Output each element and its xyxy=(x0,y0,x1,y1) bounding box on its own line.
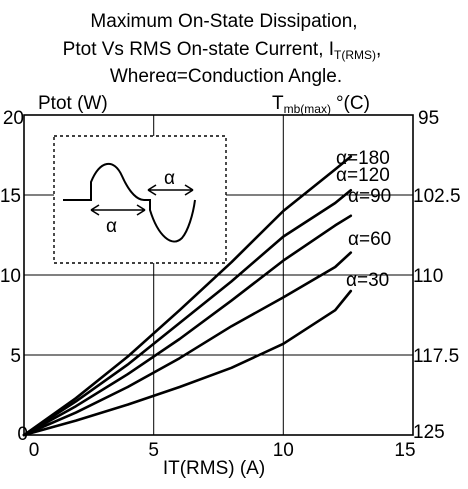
series-label-alpha-120: α=120 xyxy=(336,165,390,186)
y-tick-label-5: 5 xyxy=(10,346,21,367)
y2-tick-label-102-5: 102.5 xyxy=(413,186,461,207)
series-labels: α=180 α=120 α=90 α=60 α=30 xyxy=(336,148,391,291)
series-line-alpha-30 xyxy=(22,289,353,437)
y-tick-labels: 0 5 10 15 20 xyxy=(0,108,28,445)
x-tick-label-0: 0 xyxy=(29,440,40,461)
y-tick-label-10: 10 xyxy=(0,266,21,287)
y-tick-label-0: 0 xyxy=(17,424,28,445)
y2-axis-label-unit: °(C) xyxy=(336,93,370,114)
series-lines xyxy=(22,155,353,437)
y2-axis-label-main: T xyxy=(272,93,284,114)
y-tick-label-20: 20 xyxy=(3,108,24,129)
series-label-alpha-90: α=90 xyxy=(348,186,391,207)
chart-title-suffix: , xyxy=(376,39,381,60)
inset-waveform-diagram: α α xyxy=(53,135,227,264)
inset-waveform xyxy=(63,163,196,243)
chart-title-line-1: Maximum On-State Dissipation, xyxy=(90,11,357,32)
plot-frame xyxy=(23,114,414,436)
chart-title-subscript: T(RMS) xyxy=(334,48,376,62)
x-tick-label-10: 10 xyxy=(273,440,294,461)
x-axis-label: IT(RMS) (A) xyxy=(163,458,265,479)
series-line-alpha-60 xyxy=(22,251,353,437)
series-line-alpha-120 xyxy=(22,188,353,437)
x-tick-label-15: 15 xyxy=(394,440,415,461)
chart-title-line-2: Ptot Vs RMS On-state Current, IT(RMS), xyxy=(63,39,382,62)
inset-arrow-lower xyxy=(90,204,146,216)
y2-tick-label-117-5: 117.5 xyxy=(413,346,459,367)
series-label-alpha-180: α=180 xyxy=(336,148,390,169)
x-tick-labels: 0 5 10 15 xyxy=(29,440,416,461)
y2-tick-label-95: 95 xyxy=(418,108,439,129)
inset-alpha-label-upper: α xyxy=(164,168,175,189)
chart-title-line-3: Whereα=Conduction Angle. xyxy=(110,66,342,87)
y2-tick-label-125: 125 xyxy=(413,422,445,443)
inset-alpha-label-lower: α xyxy=(106,216,117,237)
series-label-alpha-60: α=60 xyxy=(348,229,391,250)
y2-tick-label-110: 110 xyxy=(413,266,443,287)
chart-title-line-2-text: Ptot Vs RMS On-state Current, I xyxy=(63,39,334,60)
series-line-alpha-180 xyxy=(22,155,353,437)
series-label-alpha-30: α=30 xyxy=(346,270,389,291)
y2-axis-label: Tmb(max) °(C) xyxy=(272,93,370,116)
inset-arrow-upper xyxy=(147,184,194,196)
y2-axis-label-sub: mb(max) xyxy=(284,102,331,116)
series-line-alpha-90 xyxy=(22,214,353,437)
y-tick-label-15: 15 xyxy=(0,186,21,207)
x-tick-label-5: 5 xyxy=(148,440,159,461)
y-axis-label: Ptot (W) xyxy=(38,93,108,114)
y2-tick-labels: 95 102.5 110 117.5 125 xyxy=(413,108,461,443)
